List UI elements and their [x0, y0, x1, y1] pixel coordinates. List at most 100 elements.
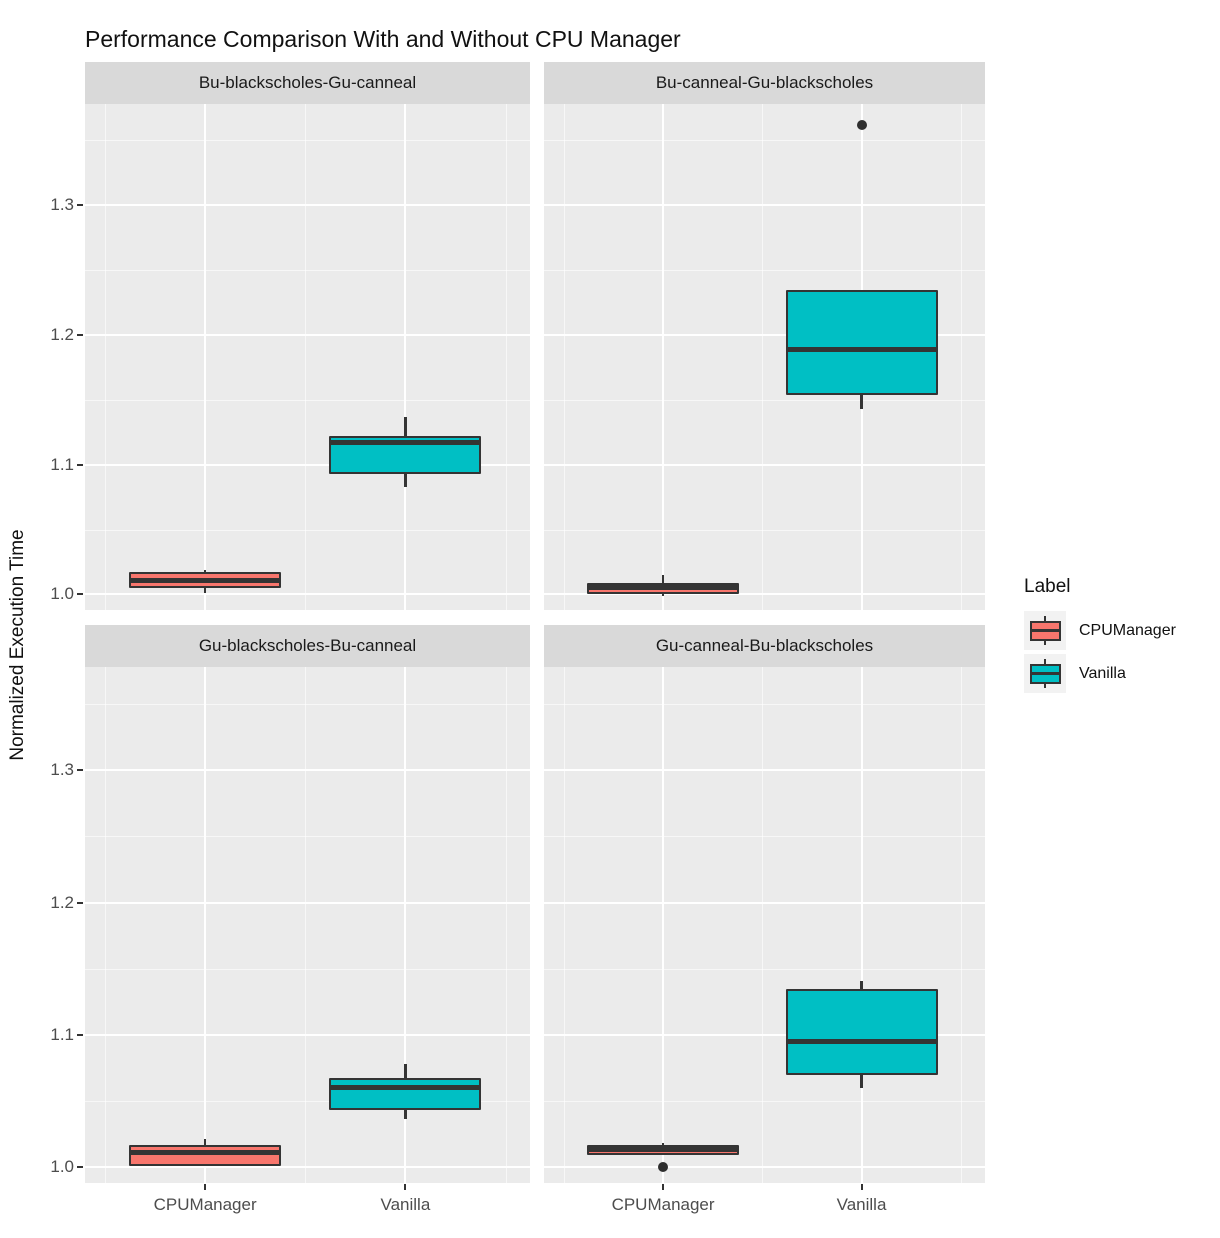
legend-entries: CPUManager Vanilla — [1024, 611, 1176, 693]
whisker-upper — [661, 574, 665, 583]
gridline-minor-h — [544, 704, 985, 706]
boxplot-box — [587, 1144, 740, 1156]
x-tick-label: Vanilla — [380, 1195, 431, 1214]
whisker-upper — [203, 1139, 207, 1145]
x-tick-label: CPUManager — [153, 1195, 257, 1214]
whisker-lower — [860, 1074, 863, 1088]
gridline-minor-v — [563, 667, 565, 1183]
gridline-minor-h — [544, 140, 985, 142]
gridline-major-h — [544, 463, 985, 466]
gridline-minor-h — [85, 1100, 530, 1102]
legend-key-median — [1031, 629, 1059, 632]
gridline-minor-v — [305, 667, 307, 1183]
gridline-minor-h — [85, 968, 530, 970]
gridline-minor-h — [85, 704, 530, 706]
gridline-major-v — [204, 104, 207, 610]
x-tick-mark — [662, 1184, 665, 1190]
boxplot-box — [785, 988, 938, 1075]
y-tick-label: 1.0 — [50, 584, 74, 604]
y-tick-mark — [77, 333, 83, 336]
y-tick-mark — [77, 463, 83, 466]
gridline-major-v — [404, 667, 407, 1183]
boxplot-box — [587, 582, 740, 595]
gridline-major-h — [544, 1033, 985, 1036]
gridline-minor-h — [85, 399, 530, 401]
gridline-minor-h — [85, 140, 530, 142]
x-tick-label: Vanilla — [836, 1195, 887, 1214]
gridline-major-v — [662, 667, 665, 1183]
median-line — [331, 1085, 480, 1091]
median-line — [589, 1147, 738, 1153]
facet-strip-label: Gu-blackscholes-Bu-canneal — [198, 636, 417, 655]
gridline-minor-h — [85, 529, 530, 531]
gridline-major-h — [85, 333, 530, 336]
median-line — [131, 1150, 280, 1156]
gridline-major-h — [85, 463, 530, 466]
y-axis-title: Normalized Execution Time — [7, 529, 28, 761]
gridline-minor-h — [544, 1100, 985, 1102]
x-tick-label: CPUManager — [611, 1195, 715, 1214]
whisker-upper — [404, 1063, 407, 1079]
boxplot-box — [129, 1144, 282, 1166]
gridline-minor-v — [762, 104, 764, 610]
gridline-minor-h — [544, 968, 985, 970]
gridline-major-h — [544, 333, 985, 336]
facet-strip-label: Bu-canneal-Gu-blackscholes — [655, 73, 874, 92]
chart-title: Performance Comparison With and Without … — [85, 26, 681, 52]
y-tick-mark — [77, 901, 83, 904]
y-tick-label: 1.3 — [50, 760, 74, 780]
gridline-minor-h — [544, 529, 985, 531]
y-tick-mark — [77, 769, 83, 772]
gridline-major-v — [204, 667, 207, 1183]
gridline-minor-h — [544, 836, 985, 838]
gridline-major-h — [85, 769, 530, 772]
y-tick-label: 1.2 — [50, 324, 74, 344]
facet-panel — [544, 104, 985, 610]
median-line — [787, 346, 936, 352]
legend-label: Vanilla — [1079, 664, 1126, 682]
median-line — [131, 577, 280, 583]
whisker-upper — [404, 416, 407, 437]
gridline-major-h — [85, 593, 530, 596]
gridline-major-h — [85, 204, 530, 207]
legend-key — [1024, 611, 1066, 650]
y-tick-mark — [77, 1166, 83, 1169]
facet-strip: Gu-blackscholes-Bu-canneal — [85, 625, 530, 667]
gridline-major-v — [662, 104, 665, 610]
gridline-minor-h — [85, 270, 530, 272]
whisker-upper — [661, 1143, 665, 1145]
facet-panel — [85, 104, 530, 610]
outlier-point — [658, 1162, 669, 1173]
legend-entry: Vanilla — [1024, 654, 1176, 693]
whisker-lower — [404, 1110, 407, 1120]
whisker-lower — [203, 587, 207, 594]
gridline-minor-v — [305, 104, 307, 610]
x-tick-mark — [204, 1184, 207, 1190]
facet-panel — [544, 667, 985, 1183]
facet-strip: Bu-blackscholes-Gu-canneal — [85, 62, 530, 104]
outlier-point — [856, 119, 867, 130]
gridline-minor-v — [105, 667, 107, 1183]
boxplot-box — [129, 572, 282, 588]
gridline-minor-h — [85, 836, 530, 838]
gridline-minor-v — [762, 667, 764, 1183]
gridline-minor-v — [505, 104, 507, 610]
gridline-major-h — [85, 901, 530, 904]
whisker-lower — [661, 594, 665, 596]
y-tick-label: 1.0 — [50, 1157, 74, 1177]
median-line — [589, 585, 738, 591]
boxplot-box — [785, 289, 938, 395]
y-tick-mark — [77, 1033, 83, 1036]
median-line — [787, 1038, 936, 1044]
y-tick-label: 1.3 — [50, 195, 74, 215]
gridline-major-h — [544, 901, 985, 904]
legend: Label CPUManager Vanilla — [1024, 576, 1176, 697]
legend-label: CPUManager — [1079, 621, 1176, 639]
whisker-lower — [860, 394, 863, 409]
median-line — [331, 440, 480, 446]
boxplot-box — [329, 436, 482, 474]
legend-title: Label — [1024, 576, 1071, 597]
gridline-minor-v — [505, 667, 507, 1183]
boxplot-box — [329, 1078, 482, 1111]
